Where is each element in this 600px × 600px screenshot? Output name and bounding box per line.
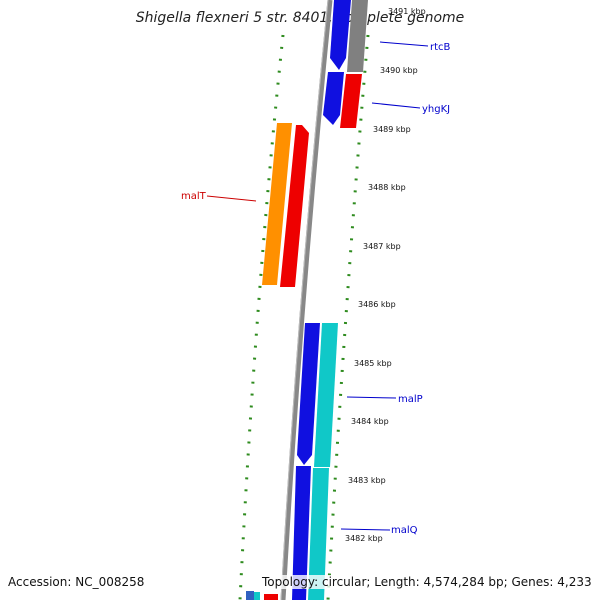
tick-label: 3487 kbp — [363, 242, 401, 251]
gene-rtcB-block[interactable] — [330, 0, 351, 70]
gene-small-blue[interactable] — [246, 591, 254, 600]
tick-label: 3482 kbp — [345, 534, 383, 543]
gene-label-malT[interactable]: malT — [181, 191, 207, 202]
gene-malQ-blue[interactable] — [292, 466, 311, 600]
tick-label: 3485 kbp — [354, 359, 392, 368]
left-dotted-guide — [238, 34, 285, 600]
tick-label: 3491 kbp — [388, 7, 426, 16]
gene-label-rtcB[interactable]: rtcB — [430, 42, 451, 53]
gene-malP-blue[interactable] — [297, 323, 320, 465]
map-title: Shigella flexneri 5 str. 8401, complete … — [135, 10, 465, 26]
malQ-leader — [340, 528, 391, 531]
gene-label-malP[interactable]: malP — [398, 394, 423, 405]
rtcB-leader — [379, 41, 429, 47]
malT-leader — [206, 195, 257, 202]
tick-label: 3484 kbp — [351, 417, 389, 426]
gene-gray-block[interactable] — [347, 0, 368, 72]
gene-blue-arrow[interactable] — [323, 72, 344, 125]
backbone-highlight — [280, 0, 329, 600]
tick-label: 3489 kbp — [373, 125, 411, 134]
backbone-line — [280, 0, 333, 600]
malP-leader — [346, 396, 397, 399]
gene-yhgKJ-block[interactable] — [340, 74, 362, 128]
tick-label: 3490 kbp — [380, 66, 418, 75]
gene-orange-block[interactable] — [262, 123, 292, 285]
gene-label-malQ[interactable]: malQ — [391, 525, 418, 536]
tick-label: 3488 kbp — [368, 183, 406, 192]
topology-text: Topology: circular; Length: 4,574,284 bp… — [262, 575, 592, 589]
gene-label-yhgKJ[interactable]: yhgKJ — [422, 104, 450, 115]
tick-label: 3486 kbp — [358, 300, 396, 309]
gene-small-red[interactable] — [264, 594, 278, 600]
yhgKJ-leader — [371, 102, 421, 109]
gene-malQ-cyan[interactable] — [308, 468, 329, 600]
gene-malP-cyan[interactable] — [314, 323, 338, 467]
gene-small-cyan[interactable] — [254, 592, 260, 600]
gene-malT-block[interactable] — [280, 125, 309, 287]
tick-label: 3483 kbp — [348, 476, 386, 485]
accession-text: Accession: NC_008258 — [8, 575, 145, 589]
